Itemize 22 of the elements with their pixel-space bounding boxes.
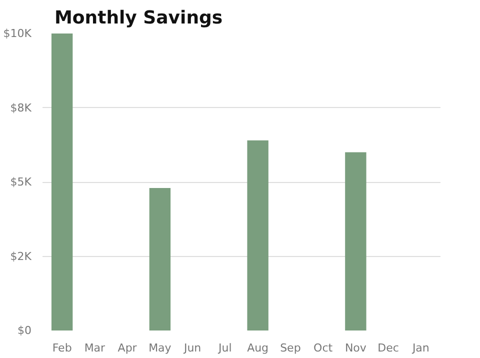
x-tick-label: May (148, 342, 172, 354)
y-tick-label: $8K (10, 101, 32, 114)
x-tick-label: Apr (118, 342, 138, 354)
y-tick-label: $0 (18, 324, 32, 337)
x-tick-label: Jul (218, 342, 232, 354)
x-tick-label: Nov (344, 342, 367, 354)
y-tick-label: $5K (10, 176, 32, 188)
chart-title: Monthly Savings (54, 8, 223, 28)
x-tick-label: Jan (411, 342, 430, 354)
y-tick-label: $10K (3, 27, 32, 40)
bar (149, 188, 171, 330)
x-tick-label: Oct (314, 342, 334, 354)
bar (247, 140, 268, 330)
x-tick-label: Mar (84, 342, 106, 354)
x-tick-label: Sep (280, 342, 301, 354)
bar (345, 152, 366, 330)
x-tick-label: Feb (52, 342, 72, 354)
x-tick-label: Aug (247, 342, 269, 354)
x-tick-label: Dec (378, 342, 399, 354)
x-tick-label: Jun (182, 342, 202, 354)
bar (51, 34, 73, 330)
y-tick-label: $2K (10, 250, 32, 263)
